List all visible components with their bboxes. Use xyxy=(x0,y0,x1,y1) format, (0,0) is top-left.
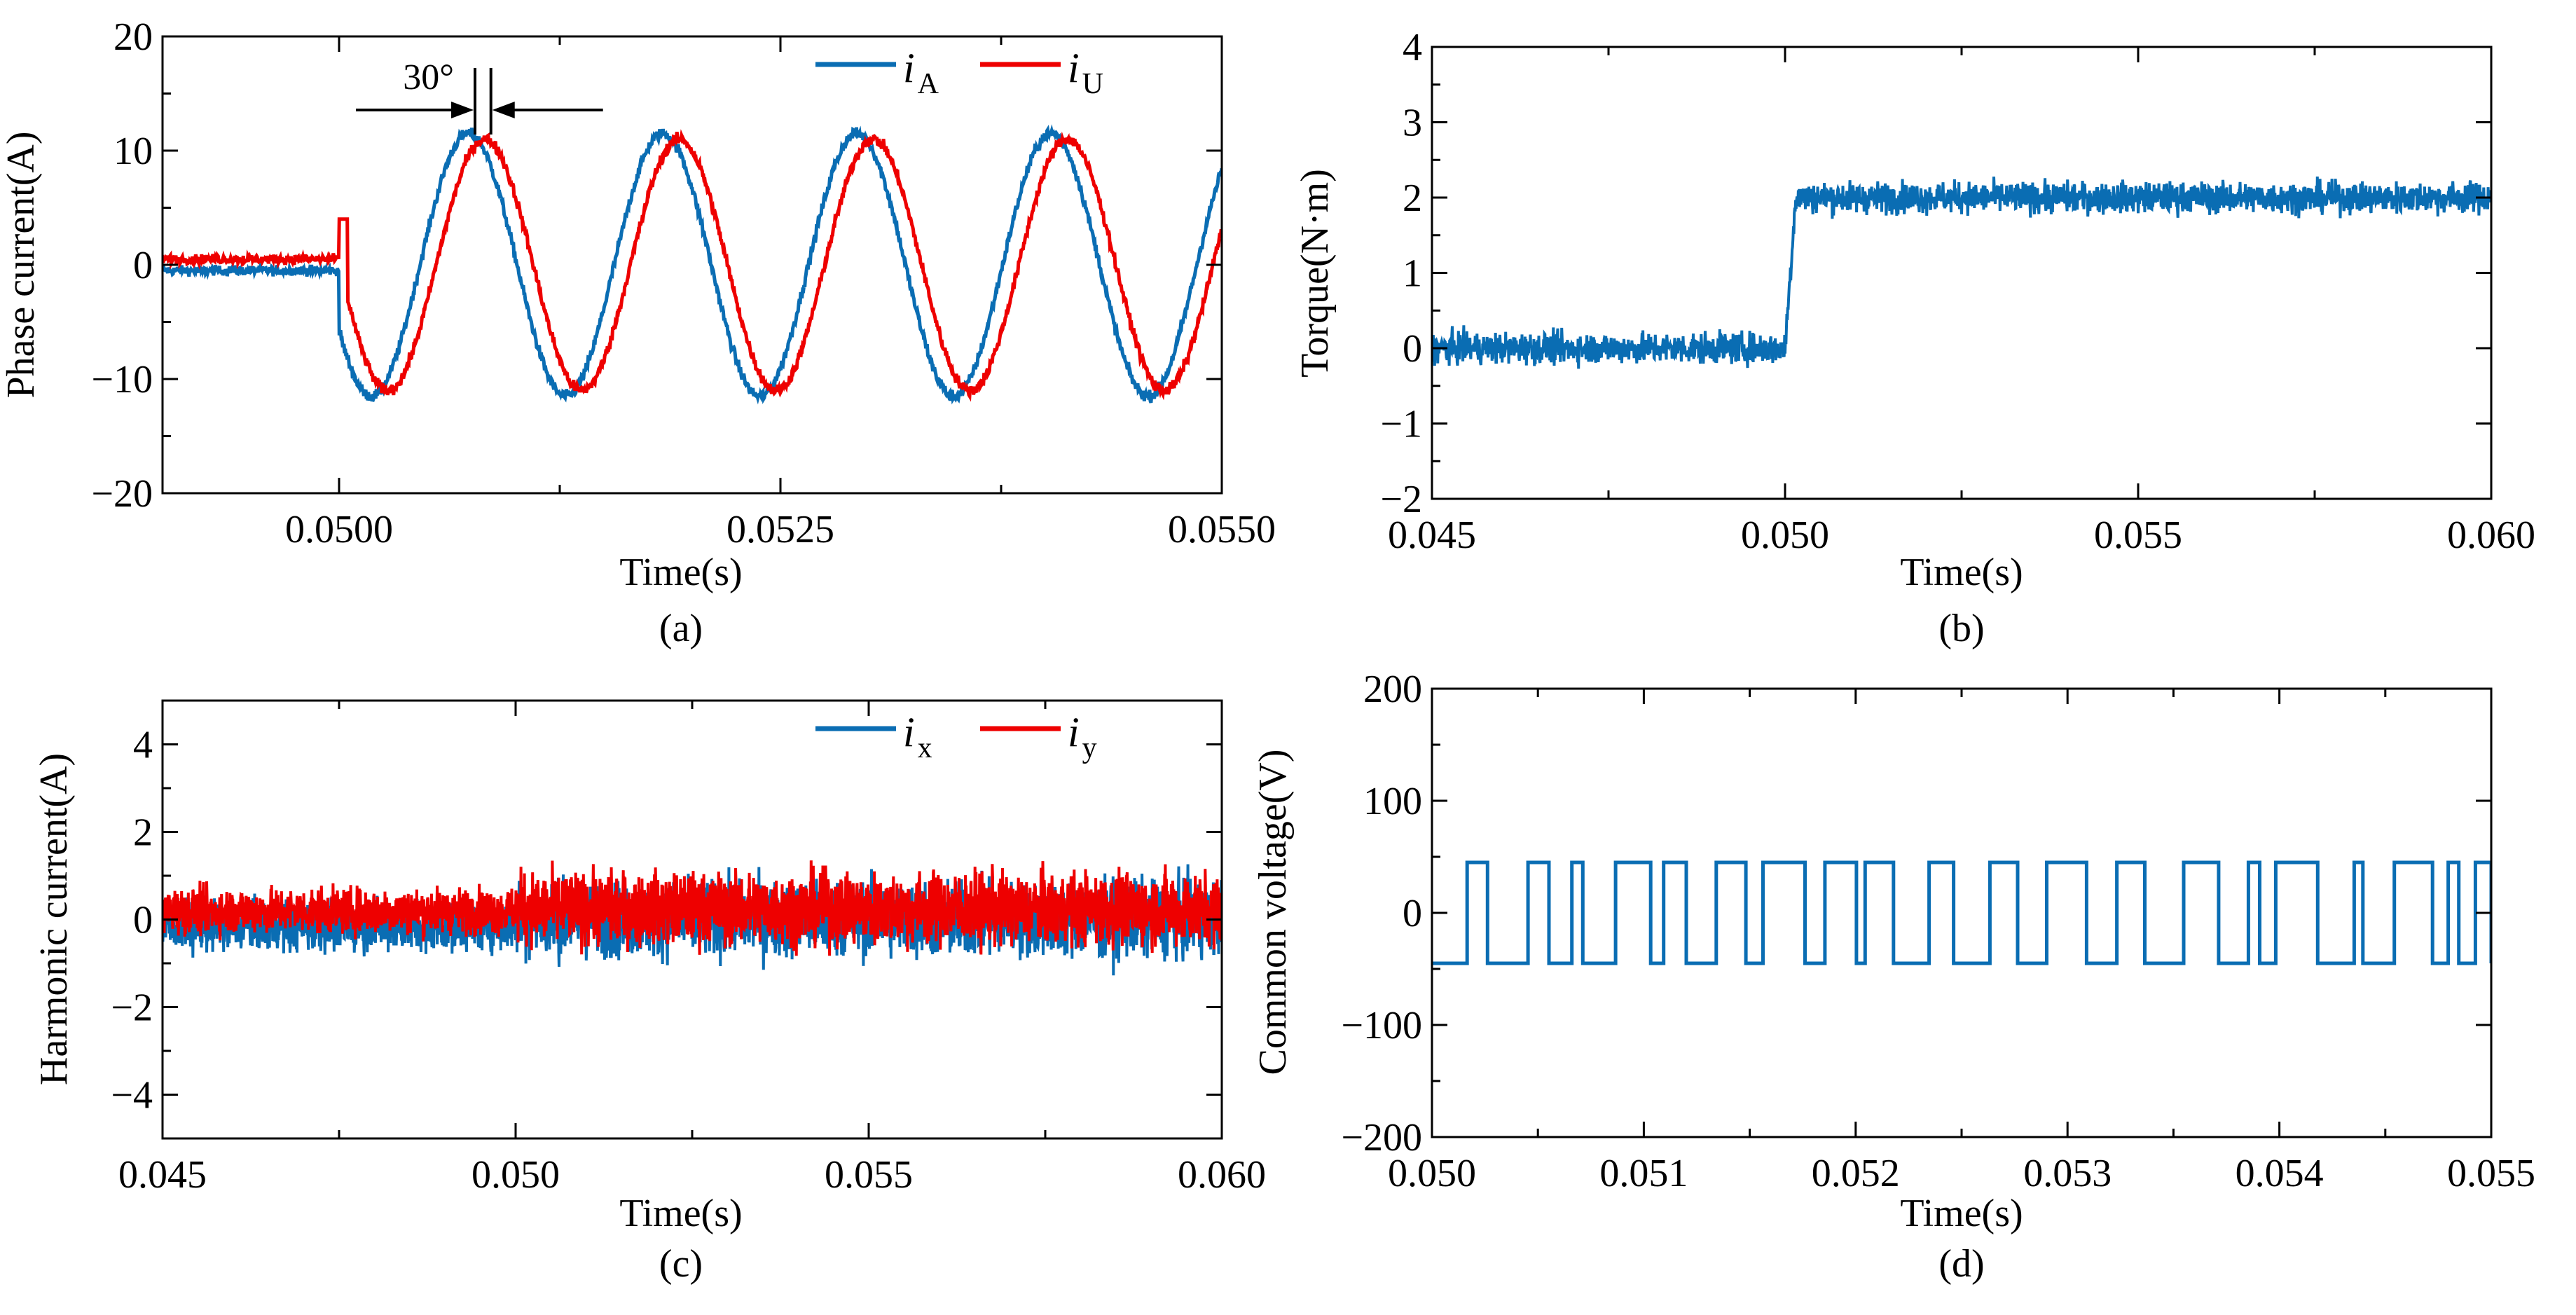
y-tick-label: 3 xyxy=(1403,102,1422,145)
panel-caption: (b) xyxy=(1938,607,1984,650)
series-torque xyxy=(1432,176,2491,369)
panel-caption: (a) xyxy=(659,607,703,650)
annotation-arrowhead-right xyxy=(492,102,515,118)
x-tick-label: 0.060 xyxy=(2447,514,2535,557)
x-tick-label: 0.050 xyxy=(1388,1152,1476,1195)
y-tick-label: −10 xyxy=(91,358,153,401)
y-tick-label: 4 xyxy=(133,724,153,767)
x-axis-title: Time(s) xyxy=(619,551,742,594)
legend-label: iy xyxy=(1068,709,1097,764)
plot-frame xyxy=(1431,687,2493,1138)
y-tick-label: −1 xyxy=(1380,403,1422,446)
annotation-label: 30° xyxy=(403,57,454,97)
y-tick-label: −4 xyxy=(111,1074,153,1117)
x-tick-label: 0.050 xyxy=(471,1153,560,1197)
panel-d-common-voltage: 0.050 0.051 0.052 0.053 0.054 0.055 −200 −100 0 1… xyxy=(1251,668,2535,1286)
y-tick-label: 2 xyxy=(1403,177,1422,220)
y-tick-label: 0 xyxy=(133,899,153,942)
x-tick-label: 0.0550 xyxy=(1168,508,1276,551)
series-common-voltage xyxy=(1432,860,2491,965)
y-tick-label: 0 xyxy=(133,244,153,287)
panel-c-harmonic-current: 0.045 0.050 0.055 0.060 −4 −2 0 2 4 Time(s) Harmon… xyxy=(32,699,1266,1286)
y-tick-label: −2 xyxy=(1380,478,1422,521)
y-tick-label: 0 xyxy=(1403,892,1422,935)
y-axis-title: Phase current(A) xyxy=(0,132,43,399)
y-tick-label: 200 xyxy=(1363,668,1422,711)
annotation-arrowhead-left xyxy=(451,102,474,118)
series-iy xyxy=(163,860,1222,956)
x-tick-label: 0.0525 xyxy=(726,508,834,551)
x-tick-label: 0.053 xyxy=(2023,1152,2112,1195)
legend-label: iA xyxy=(903,45,939,100)
x-tick-label: 0.060 xyxy=(1178,1153,1266,1197)
x-tick-label: 0.055 xyxy=(2094,514,2182,557)
legend-label: iU xyxy=(1068,45,1103,100)
y-tick-label: 2 xyxy=(133,811,153,855)
plot-frame xyxy=(1431,46,2493,500)
panel-a-phase-current: 0.0500 0.0525 0.0550 −20 −10 0 10 20 Time(s) Phas… xyxy=(0,15,1276,650)
x-tick-label: 0.050 xyxy=(1741,514,1829,557)
legend-label: ix xyxy=(903,709,932,764)
x-axis-title: Time(s) xyxy=(1900,551,2023,594)
series-iA xyxy=(163,124,1222,405)
y-tick-label: 0 xyxy=(1403,327,1422,371)
x-axis-title: Time(s) xyxy=(1900,1192,2023,1235)
series-iU xyxy=(163,129,1222,402)
y-tick-label: 1 xyxy=(1403,252,1422,296)
y-tick-label: −100 xyxy=(1341,1004,1422,1047)
panel-b-torque: 0.045 0.050 0.055 0.060 −2 −1 0 1 2 3 4 Time(s) Torq… xyxy=(1293,26,2535,650)
x-tick-label: 0.054 xyxy=(2236,1152,2324,1195)
x-tick-label: 0.055 xyxy=(825,1153,913,1197)
y-tick-label: −20 xyxy=(91,472,153,516)
x-axis-title: Time(s) xyxy=(619,1192,742,1235)
x-tick-label: 0.045 xyxy=(118,1153,207,1197)
y-tick-label: 10 xyxy=(113,130,153,173)
y-axis-title: Common voltage(V) xyxy=(1251,749,1295,1075)
x-tick-label: 0.052 xyxy=(1812,1152,1900,1195)
y-tick-label: −200 xyxy=(1341,1116,1422,1159)
panel-caption: (c) xyxy=(659,1242,703,1286)
x-tick-label: 0.055 xyxy=(2447,1152,2535,1195)
y-tick-label: 20 xyxy=(113,15,153,59)
y-tick-label: −2 xyxy=(111,986,153,1030)
x-tick-label: 0.0500 xyxy=(285,508,393,551)
x-tick-label: 0.051 xyxy=(1599,1152,1688,1195)
panel-caption: (d) xyxy=(1938,1242,1984,1286)
y-axis-title: Harmonic current(A) xyxy=(32,753,76,1085)
x-tick-label: 0.045 xyxy=(1388,514,1476,557)
y-tick-label: 4 xyxy=(1403,26,1422,69)
y-tick-label: 100 xyxy=(1363,780,1422,823)
y-axis-title: Torque(N·m) xyxy=(1293,169,1337,378)
